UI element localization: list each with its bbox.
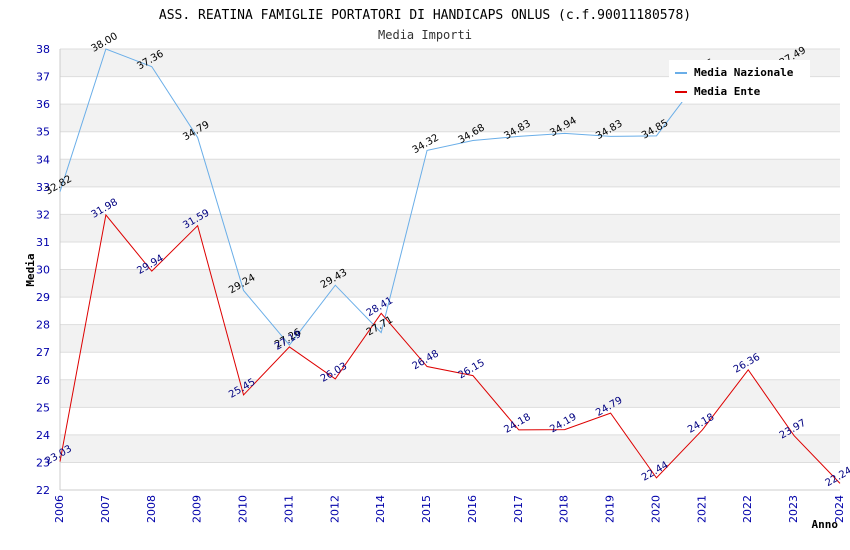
grid-band bbox=[60, 407, 840, 435]
x-tick-label: 2011 bbox=[282, 495, 295, 523]
x-axis-label: Anno bbox=[812, 518, 839, 531]
x-tick-label: 2012 bbox=[328, 495, 341, 523]
y-tick-label: 22 bbox=[36, 484, 50, 497]
grid-band bbox=[60, 297, 840, 325]
y-tick-label: 34 bbox=[36, 153, 50, 166]
y-axis-label: Media bbox=[24, 253, 37, 286]
y-tick-label: 26 bbox=[36, 374, 50, 387]
y-tick-label: 30 bbox=[36, 264, 50, 277]
plot-background bbox=[60, 49, 840, 490]
y-tick-label: 38 bbox=[36, 43, 50, 56]
y-tick-label: 33 bbox=[36, 181, 50, 194]
y-tick-label: 37 bbox=[36, 71, 50, 84]
grid-band bbox=[60, 104, 840, 132]
grid-band bbox=[60, 241, 840, 270]
x-tick-label: 2006 bbox=[53, 495, 66, 523]
y-tick-label: 35 bbox=[36, 126, 50, 139]
x-tick-label: 2017 bbox=[512, 495, 525, 523]
x-tick-label: 2020 bbox=[649, 495, 662, 523]
y-tick-label: 36 bbox=[36, 98, 50, 111]
y-tick-label: 28 bbox=[36, 319, 50, 332]
y-tick-label: 32 bbox=[36, 208, 50, 221]
y-tick-label: 29 bbox=[36, 291, 50, 304]
grid-band bbox=[60, 379, 840, 408]
x-tick-label: 2022 bbox=[741, 495, 754, 523]
x-tick-label: 2008 bbox=[145, 495, 158, 523]
grid-band bbox=[60, 186, 840, 215]
grid-band bbox=[60, 434, 840, 463]
grid-lines bbox=[60, 48, 840, 491]
legend-box bbox=[669, 60, 810, 102]
series-layer bbox=[59, 48, 841, 484]
x-tick-label: 2018 bbox=[558, 495, 571, 523]
grid-band bbox=[60, 324, 840, 353]
chart-subtitle: Media Importi bbox=[378, 28, 472, 42]
y-tick-label: 31 bbox=[36, 236, 50, 249]
y-tick-label: 24 bbox=[36, 429, 50, 442]
grid-band bbox=[60, 352, 840, 380]
x-tick-label: 2015 bbox=[420, 495, 433, 523]
chart-title: ASS. REATINA FAMIGLIE PORTATORI DI HANDI… bbox=[159, 8, 691, 23]
legend: Media Nazionale Media Ente bbox=[669, 60, 810, 102]
grid-band bbox=[60, 462, 840, 490]
y-tick-label: 25 bbox=[36, 401, 50, 414]
series-line-media-ente bbox=[59, 213, 841, 484]
x-tick-label: 2024 bbox=[833, 495, 846, 523]
y-tick-label: 27 bbox=[36, 346, 50, 359]
legend-label-nazionale: Media Nazionale bbox=[694, 66, 794, 79]
grid-band bbox=[60, 159, 840, 187]
x-tick-label: 2014 bbox=[374, 495, 387, 523]
y-tick-label: 23 bbox=[36, 456, 50, 469]
grid-band bbox=[60, 214, 840, 242]
y-axis-ticks: 22 23 24 25 26 27 28 29 30 31 32 33 34 35 36 37 38 bbox=[36, 43, 50, 497]
series-line-media-nazionale bbox=[59, 48, 703, 346]
x-tick-label: 2016 bbox=[466, 495, 479, 523]
legend-label-ente: Media Ente bbox=[694, 85, 761, 98]
x-tick-label: 2009 bbox=[191, 495, 204, 523]
grid-band bbox=[60, 269, 840, 298]
x-tick-label: 2019 bbox=[604, 495, 617, 523]
x-tick-label: 2021 bbox=[695, 495, 708, 523]
x-tick-label: 2007 bbox=[99, 495, 112, 523]
x-tick-label: 2023 bbox=[787, 495, 800, 523]
x-tick-label: 2010 bbox=[237, 495, 250, 523]
x-axis-ticks: 2006 2007 2008 2009 2010 2011 2012 2014 2015 2016… bbox=[53, 495, 846, 523]
